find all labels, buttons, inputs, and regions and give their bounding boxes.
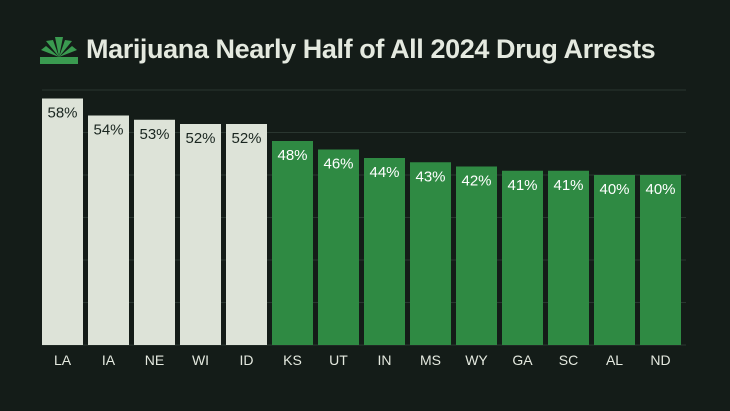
bar-value-label: 52% [231, 130, 261, 147]
bar-ne [134, 119, 175, 345]
x-tick-label: GA [512, 352, 533, 368]
bars [42, 98, 681, 345]
bar-la [42, 98, 83, 345]
bar-value-label: 40% [645, 181, 675, 198]
x-tick-label: KS [283, 352, 302, 368]
bar-id [226, 124, 267, 345]
x-tick-label: UT [329, 352, 348, 368]
x-tick-label: NE [145, 352, 164, 368]
bar-in [364, 158, 405, 345]
x-tick-label: ID [240, 352, 254, 368]
bar-wi [180, 124, 221, 345]
bar-ms [410, 162, 451, 345]
x-tick-label: SC [559, 352, 578, 368]
x-tick-label: IA [102, 352, 116, 368]
x-tick-label: MS [420, 352, 441, 368]
bar-value-label: 52% [185, 130, 215, 147]
bar-value-label: 40% [599, 181, 629, 198]
bar-ks [272, 141, 313, 345]
x-tick-label: LA [54, 352, 72, 368]
bar-ga [502, 170, 543, 345]
bar-value-label: 42% [461, 173, 491, 190]
bar-value-label: 41% [507, 177, 537, 194]
x-tick-labels: LA IA NE WI ID KS UT IN MS WY GA SC AL ND [54, 352, 671, 368]
x-tick-label: WI [192, 352, 209, 368]
chart-header: Marijuana Nearly Half of All 2024 Drug A… [40, 34, 656, 65]
x-tick-label: IN [378, 352, 392, 368]
bar-labels: 58% 54% 53% 52% 52% 48% 46% 44% 43% 42% 41% 41% 40% 4… [47, 105, 675, 199]
chart-title: Marijuana Nearly Half of All 2024 Drug A… [86, 34, 656, 64]
bar-al [594, 175, 635, 345]
bar-sc [548, 170, 589, 345]
bar-ia [88, 115, 129, 345]
x-tick-label: WY [465, 352, 488, 368]
cannabis-leaf-icon [40, 36, 78, 64]
bar-value-label: 44% [369, 164, 399, 181]
bar-value-label: 48% [277, 147, 307, 164]
bar-value-label: 58% [47, 105, 77, 122]
x-tick-label: ND [650, 352, 670, 368]
bar-value-label: 54% [93, 122, 123, 139]
bar-nd [640, 175, 681, 345]
bar-ut [318, 149, 359, 345]
bar-wy [456, 166, 497, 345]
bar-value-label: 53% [139, 126, 169, 143]
bar-value-label: 46% [323, 156, 353, 173]
x-tick-label: AL [606, 352, 623, 368]
bar-value-label: 41% [553, 177, 583, 194]
bar-value-label: 43% [415, 168, 445, 185]
